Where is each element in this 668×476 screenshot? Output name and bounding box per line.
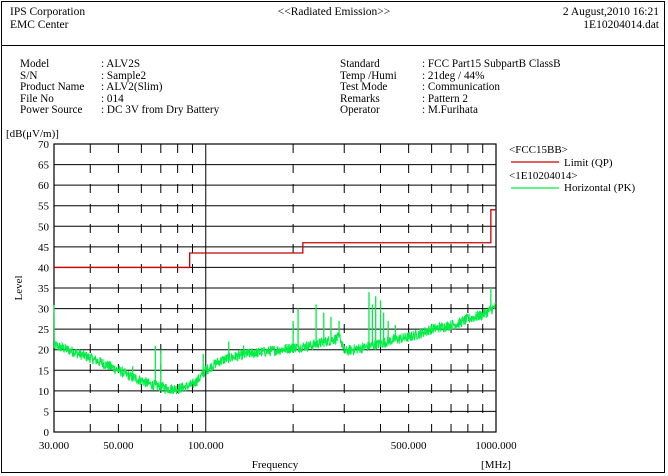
info-row-fileno: File No : 014 [20, 92, 219, 106]
chart-ticks: 0 5 10 15 20 25 30 35 40 45 50 55 60 65 70 30.000 50.000… [13, 139, 517, 471]
y-unit-label: [dB(μV/m)] [6, 128, 59, 140]
report-date: 2 August,2010 16:21 [562, 6, 659, 18]
info-key: Power Source [20, 104, 83, 117]
info-key: Standard [340, 58, 380, 70]
info-value: : Pattern 2 [422, 92, 468, 105]
trace-horizontal-pk [53, 302, 497, 395]
info-row-operator: Operator : M.Furihata [340, 105, 561, 117]
y-tick-label: 65 [38, 160, 50, 172]
y-tick-label: 25 [38, 324, 50, 336]
chart-legend: <FCC15BB>Limit (QP)<1E10204014>Horizonta… [509, 144, 636, 194]
plot-border [53, 143, 497, 433]
y-tick-label: 15 [38, 365, 50, 377]
company-name: IPS Corporation [10, 6, 86, 18]
limit-line-qp [54, 209, 496, 269]
y-tick-label: 10 [38, 386, 50, 398]
y-tick-label: 35 [38, 283, 50, 295]
info-row-testmode: Test Mode : Communication [340, 81, 561, 94]
report-title: <<Radiated Emission>> [277, 6, 391, 18]
y-tick-label: 40 [38, 262, 50, 274]
info-key: Operator [340, 104, 380, 117]
info-key: Temp /Humi [340, 69, 397, 82]
y-tick-label: 20 [38, 345, 50, 357]
info-value: : Communication [422, 81, 500, 94]
x-tick-label: 100.000 [188, 440, 224, 452]
header-org: IPS Corporation EMC Center [10, 6, 85, 32]
info-left-block: Model : ALV2S S/N : Sample2 Product Name : … [20, 58, 219, 117]
info-right-block: Standard : FCC Part15 SubpartB ClassB Tem… [340, 58, 561, 117]
header-divider [1, 45, 665, 46]
center-name: EMC Center [10, 19, 69, 31]
info-row-remarks: Remarks : Pattern 2 [340, 92, 561, 106]
y-tick-label: 30 [38, 304, 50, 316]
y-tick-label: 55 [38, 201, 50, 213]
x-tick-label: 1000.000 [475, 440, 517, 452]
x-tick-label: 500.000 [391, 440, 427, 452]
y-tick-label: 0 [44, 427, 50, 439]
info-key: S/N [20, 69, 38, 82]
chart-grid [53, 143, 497, 433]
header-meta: 2 August,2010 16:21 1E10204014.dat [563, 6, 659, 32]
info-value: : 21deg / 44% [422, 69, 485, 82]
info-row-standard: Standard : FCC Part15 SubpartB ClassB [340, 58, 561, 71]
info-value: : ALV2(Slim) [101, 81, 163, 94]
x-axis-title: Frequency [252, 459, 299, 471]
info-key: File No [20, 92, 54, 105]
legend-trace-group: <1E10204014> [509, 170, 578, 182]
y-tick-label: 70 [38, 139, 50, 151]
y-tick-label: 50 [38, 221, 50, 233]
x-axis-unit: [MHz] [481, 459, 511, 471]
info-value: : M.Furihata [422, 104, 478, 117]
chart-traces [53, 209, 497, 395]
y-tick-label: 45 [38, 242, 50, 254]
info-value: : Sample2 [101, 69, 147, 82]
info-value: : FCC Part15 SubpartB ClassB [422, 58, 561, 70]
info-key: Product Name [20, 81, 85, 94]
info-row-power: Power Source : DC 3V from Dry Battery [20, 105, 219, 117]
info-row-temp: Temp /Humi : 21deg / 44% [340, 69, 561, 83]
info-row-model: Model : ALV2S [20, 58, 219, 71]
y-axis-title: Level [13, 275, 25, 300]
info-key: Model [20, 58, 50, 70]
y-tick-label: 5 [44, 406, 50, 418]
y-tick-label: 60 [38, 180, 50, 192]
legend-limit-name: Limit (QP) [564, 157, 613, 169]
data-file-name: 1E10204014.dat [583, 19, 659, 31]
info-value: : DC 3V from Dry Battery [101, 104, 220, 117]
x-tick-label: 30.000 [39, 440, 70, 452]
legend-trace-name: Horizontal (PK) [564, 182, 636, 194]
info-value: : ALV2S [101, 58, 141, 70]
info-key: Test Mode [340, 81, 388, 94]
info-row-sn: S/N : Sample2 [20, 69, 219, 83]
x-tick-label: 50.000 [103, 440, 134, 452]
info-row-product: Product Name : ALV2(Slim) [20, 81, 219, 94]
info-key: Remarks [340, 92, 380, 105]
info-value: : 014 [101, 92, 124, 105]
legend-limit-group: <FCC15BB> [509, 144, 568, 156]
